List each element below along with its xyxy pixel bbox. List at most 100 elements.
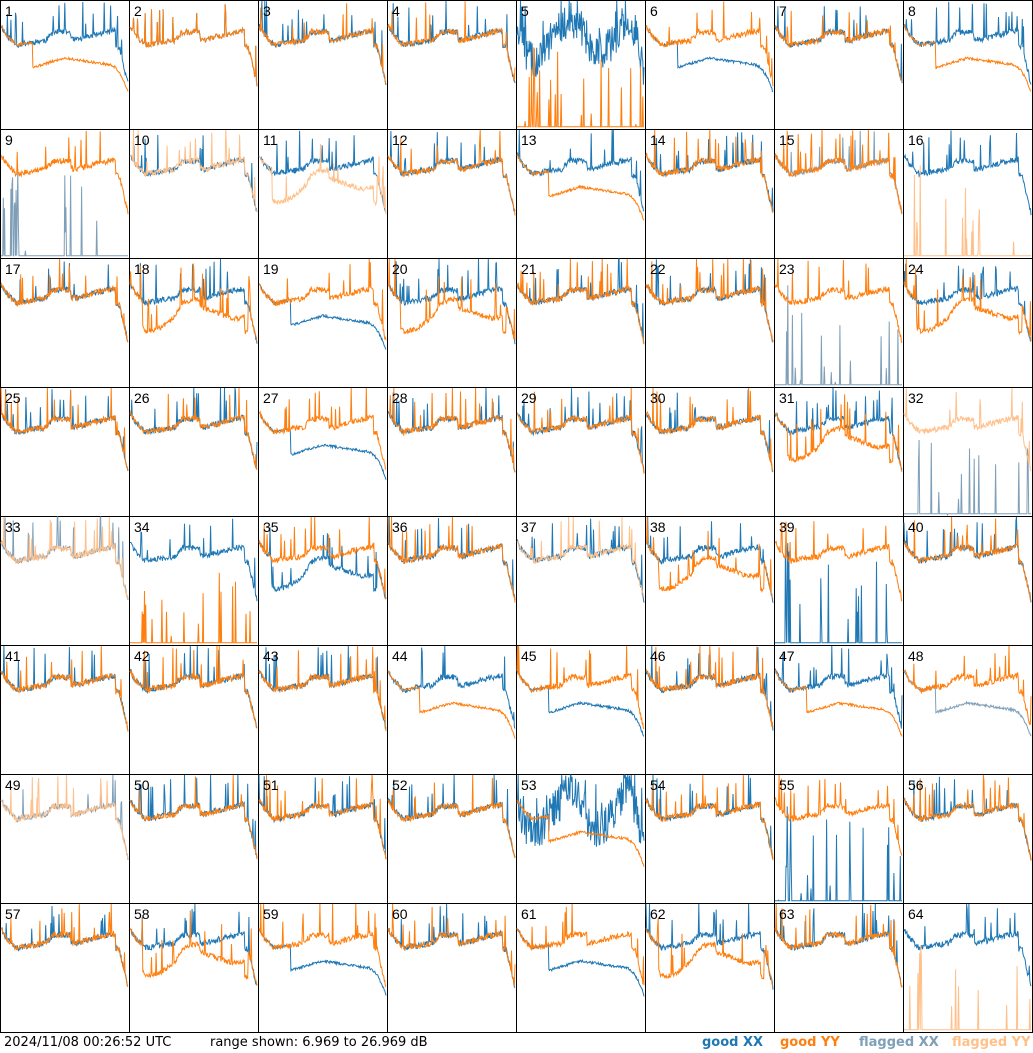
- series-yy-line: [774, 774, 903, 856]
- series-yy-line: [903, 516, 1032, 602]
- series-yy-line: [387, 516, 516, 603]
- series-yy-line: [903, 387, 1032, 472]
- panel-41: 41: [0, 645, 130, 775]
- series-yy-line: [129, 263, 258, 342]
- series-yy-line: [129, 4, 258, 87]
- panel-52: 52: [387, 774, 517, 904]
- panel-label: 64: [908, 906, 924, 922]
- series-yy-line: [774, 129, 903, 214]
- panel-44: 44: [387, 645, 517, 775]
- panel-frame: [774, 387, 904, 517]
- panel-21: 21: [516, 258, 646, 388]
- panel-label: 5: [521, 3, 529, 19]
- series-xx-line: [904, 439, 1031, 517]
- panel-49: 49: [0, 774, 130, 904]
- panel-frame: [645, 516, 775, 646]
- series-xx-line: [387, 645, 516, 729]
- panel-label: 42: [134, 648, 150, 664]
- panel-label: 36: [392, 519, 408, 535]
- series-yy-line: [129, 129, 258, 213]
- panel-frame: [903, 129, 1033, 259]
- legend-flagged-yy: flagged YY: [952, 1035, 1031, 1050]
- panel-label: 59: [263, 906, 279, 922]
- panel-frame: [387, 258, 517, 388]
- series-xx-line: [516, 129, 645, 212]
- series-yy-line: [387, 670, 516, 739]
- panel-29: 29: [516, 387, 646, 517]
- legend-good-xx: good XX: [702, 1035, 764, 1050]
- panel-53: 53: [516, 773, 646, 904]
- series-xx-line: [516, 670, 644, 737]
- panel-frame: [645, 774, 775, 904]
- series-xx-line: [903, 130, 1032, 216]
- panel-frame: [645, 645, 775, 775]
- panel-8: 8: [903, 0, 1033, 130]
- legend-good-yy: good YY: [780, 1035, 840, 1050]
- panel-label: 6: [650, 3, 658, 19]
- panel-label: 22: [650, 261, 666, 277]
- panel-54: 54: [645, 774, 775, 904]
- series-yy-line: [258, 903, 387, 988]
- panel-51: 51: [258, 774, 388, 904]
- series-xx-line: [0, 1, 129, 82]
- series-yy-line: [258, 645, 387, 732]
- panel-frame: [516, 903, 646, 1033]
- series-xx-line: [774, 387, 903, 470]
- series-yy-line: [645, 258, 774, 343]
- panel-12: 12: [387, 129, 517, 259]
- panel-label: 52: [392, 777, 408, 793]
- panel-11: 11: [258, 129, 388, 259]
- series-yy-line: [517, 47, 644, 128]
- panel-label: 43: [263, 648, 279, 664]
- panel-label: 61: [521, 906, 537, 922]
- series-xx-line: [258, 527, 387, 600]
- panel-frame: [903, 516, 1033, 646]
- panel-label: 48: [908, 648, 924, 664]
- panel-label: 24: [908, 261, 924, 277]
- series-yy-line: [903, 24, 1032, 92]
- series-xx-line: [258, 130, 387, 213]
- panel-56: 56: [903, 774, 1033, 904]
- panel-label: 29: [521, 390, 537, 406]
- panel-label: 57: [5, 906, 21, 922]
- panel-27: 27: [258, 387, 388, 517]
- series-yy-line: [387, 1, 516, 82]
- panel-frame: [0, 774, 130, 904]
- series-yy-line: [130, 572, 257, 644]
- panel-40: 40: [903, 516, 1033, 646]
- series-yy-line: [904, 165, 1031, 257]
- panel-63: 63: [774, 903, 904, 1033]
- panel-37: 37: [516, 516, 646, 646]
- panel-5: 5: [516, 0, 646, 130]
- panel-label: 16: [908, 132, 924, 148]
- series-xx-line: [775, 285, 902, 386]
- series-yy-line: [387, 129, 516, 216]
- series-yy-line: [258, 258, 387, 341]
- panel-24: 24: [903, 258, 1033, 388]
- legend-flagged-xx: flagged XX: [859, 1035, 939, 1050]
- panel-label: 32: [908, 390, 924, 406]
- series-yy-line: [516, 516, 645, 598]
- series-xx-line: [129, 903, 258, 986]
- series-yy-line: [516, 258, 645, 345]
- panel-4: 4: [387, 0, 517, 130]
- panel-label: 56: [908, 777, 924, 793]
- panel-label: 3: [263, 3, 271, 19]
- panel-46: 46: [645, 645, 775, 775]
- series-xx-line: [130, 518, 258, 602]
- panel-frame: [516, 387, 646, 517]
- panel-1: 1: [0, 0, 130, 130]
- panel-label: 10: [134, 132, 150, 148]
- panel-frame: [645, 387, 775, 517]
- timestamp: 2024/11/08 00:26:52 UTC: [4, 1035, 172, 1050]
- panel-25: 25: [0, 387, 130, 517]
- series-yy-line: [387, 258, 516, 341]
- series-yy-line: [0, 903, 129, 987]
- series-xx-line: [645, 903, 774, 990]
- series-yy-line: [516, 903, 645, 986]
- panel-label: 54: [650, 777, 666, 793]
- panel-label: 14: [650, 132, 666, 148]
- panel-frame: [258, 129, 388, 259]
- series-xx-line: [516, 0, 645, 85]
- series-yy-line: [903, 258, 1032, 342]
